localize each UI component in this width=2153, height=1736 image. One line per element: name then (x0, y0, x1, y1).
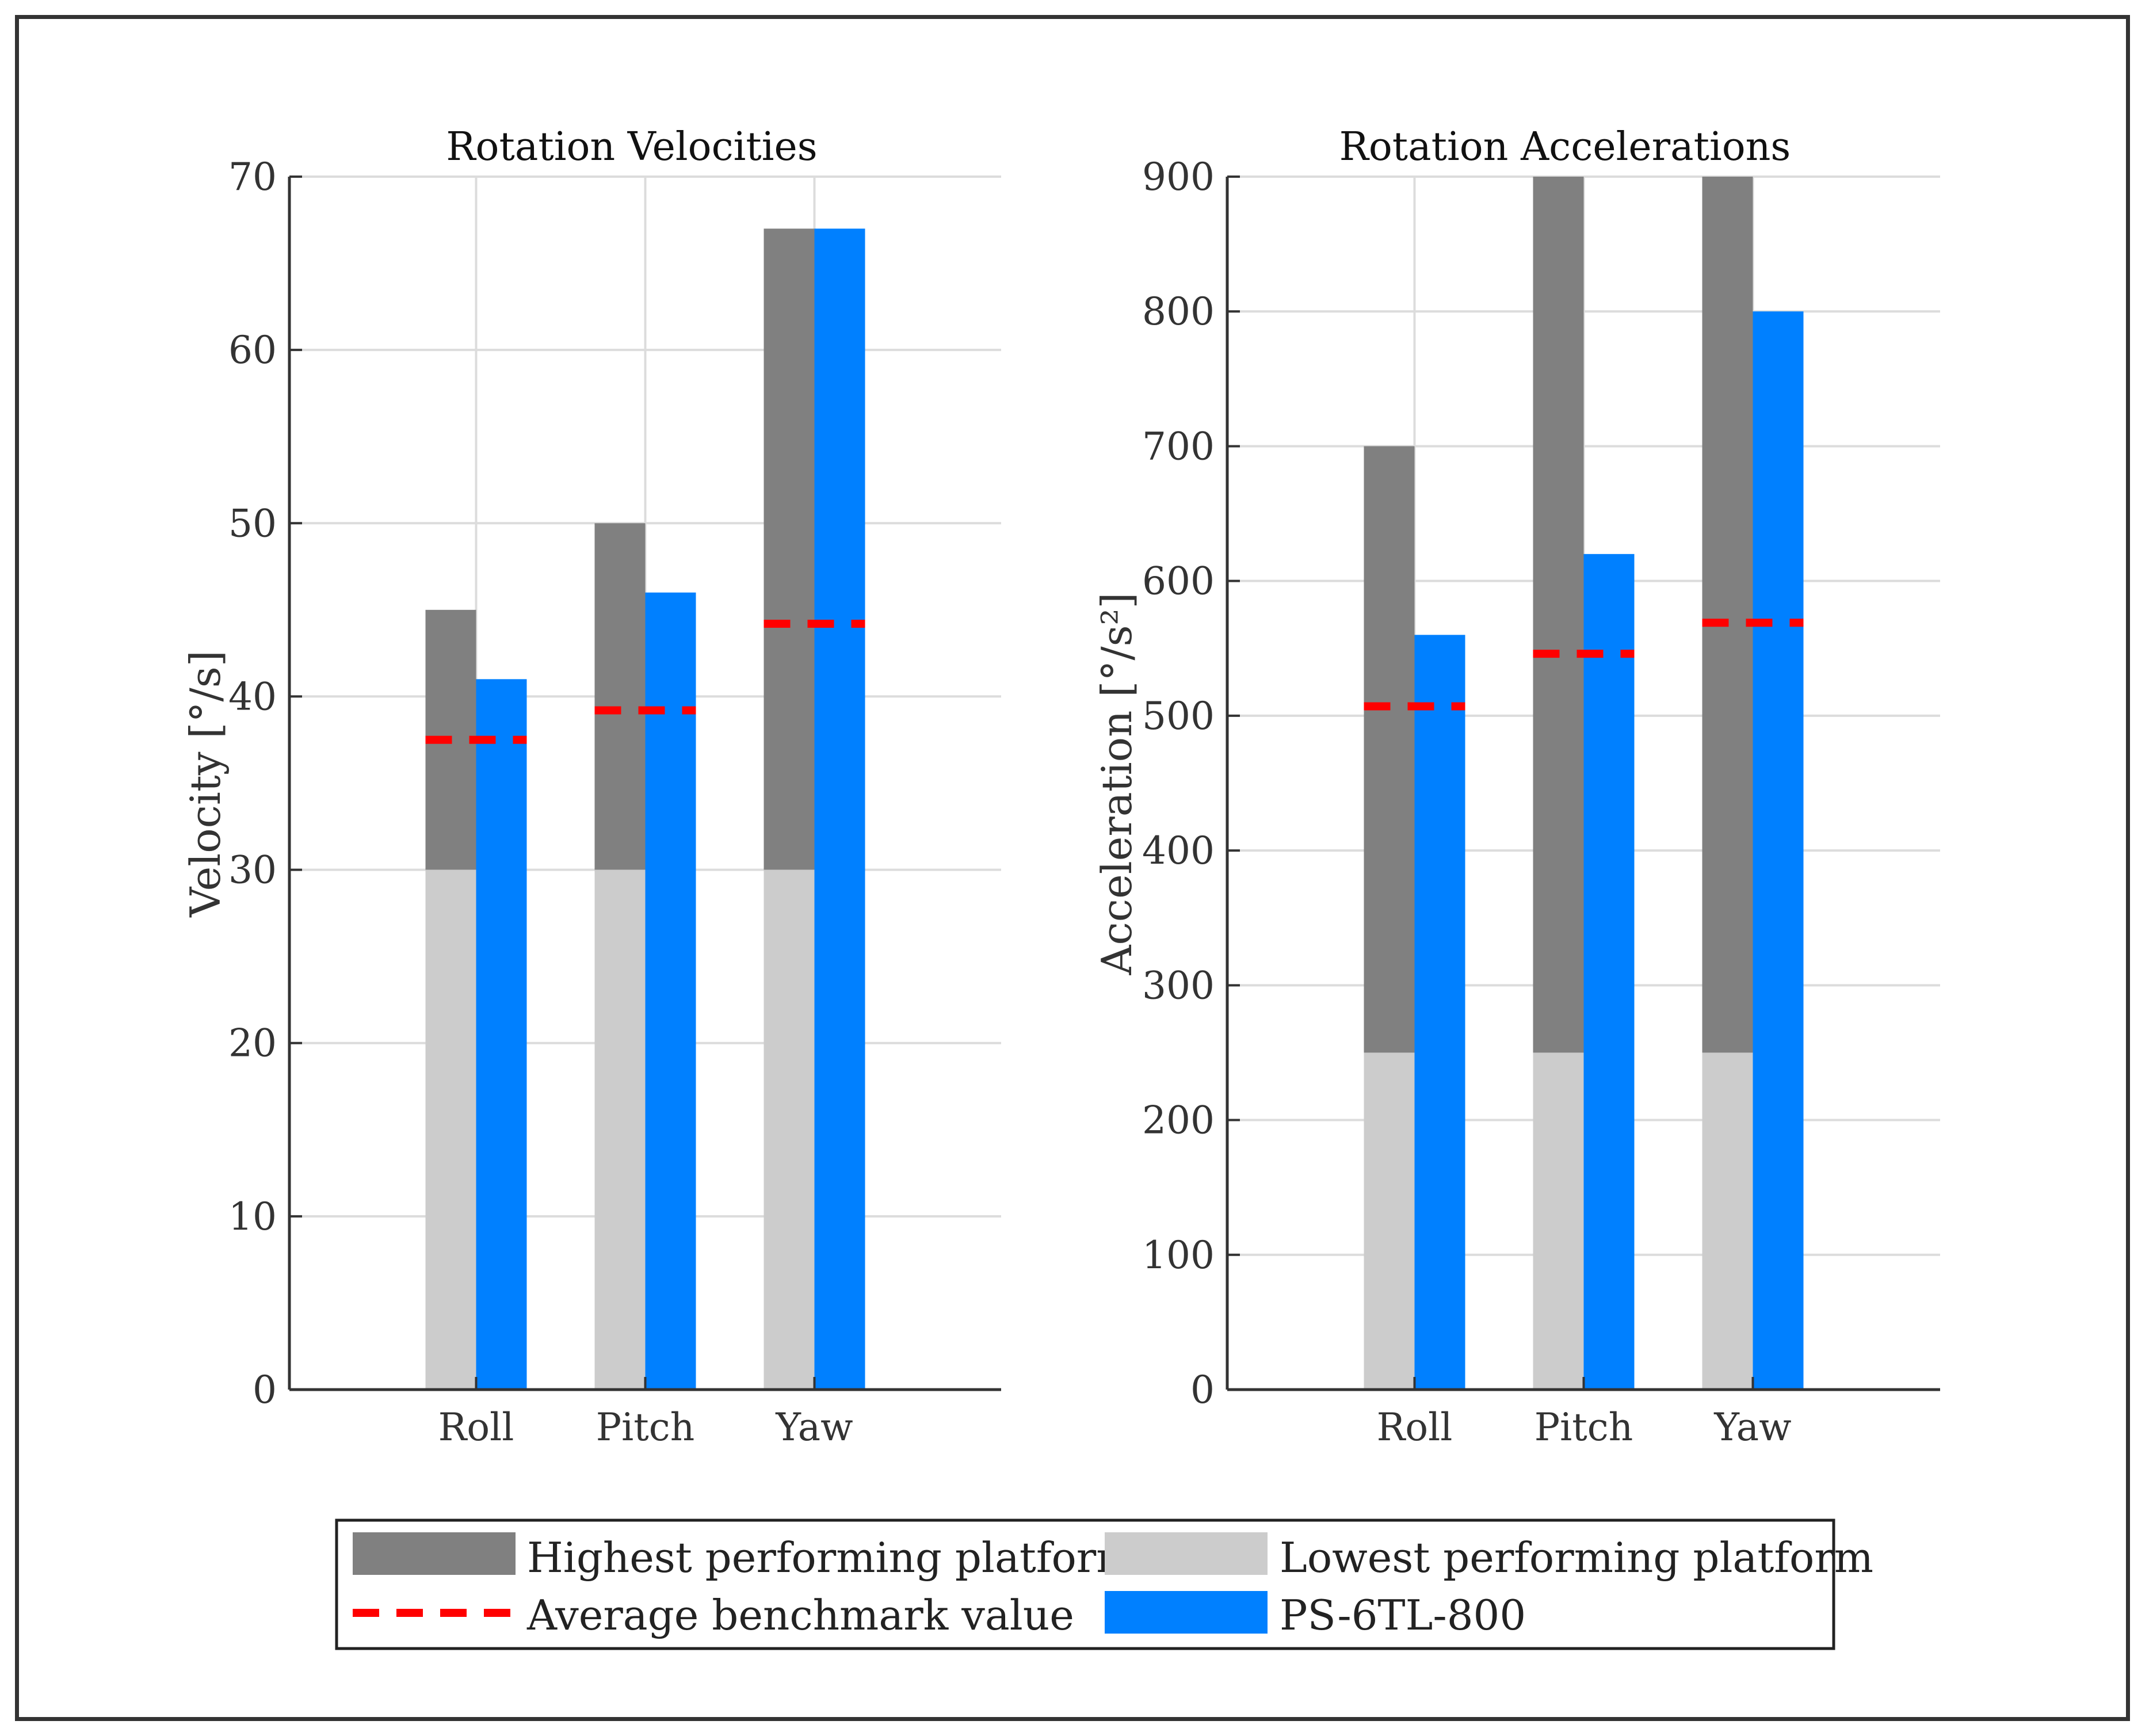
acceleration-ytick-label: 400 (1142, 829, 1215, 873)
acceleration-ytick-label: 800 (1142, 289, 1215, 334)
velocity-xtick-label: Pitch (596, 1405, 695, 1449)
acceleration-bar-highest-roll (1364, 446, 1415, 1053)
velocity-y-ticks: 0 10 20 30 40 50 60 70 (228, 155, 302, 1412)
velocity-ytick-label: 60 (228, 328, 277, 372)
velocity-y-axis-label: Velocity [°/s] (181, 650, 230, 918)
velocity-bar-ps-pitch (645, 592, 696, 1390)
acceleration-ytick-label: 600 (1142, 559, 1215, 604)
velocity-ytick-label: 10 (228, 1195, 277, 1239)
velocity-xtick-label: Yaw (775, 1405, 853, 1449)
acceleration-x-ticks: Roll Pitch Yaw (1377, 1377, 1792, 1449)
legend-swatch-highest (353, 1532, 516, 1575)
acceleration-xtick-label: Pitch (1534, 1405, 1633, 1449)
acceleration-bar-highest-yaw (1702, 177, 1753, 1053)
acceleration-bar-ps-pitch (1583, 554, 1635, 1390)
velocity-x-ticks: Roll Pitch Yaw (438, 1377, 853, 1449)
legend-label-ps: PS-6TL-800 (1280, 1591, 1526, 1639)
velocity-ytick-label: 40 (228, 674, 277, 719)
velocity-bar-lowest-yaw (764, 869, 815, 1390)
velocity-bar-ps-yaw (814, 228, 865, 1390)
acceleration-bar-ps-roll (1414, 635, 1465, 1390)
velocity-xtick-label: Roll (438, 1405, 514, 1449)
acceleration-bar-lowest-roll (1364, 1052, 1415, 1390)
acceleration-ytick-label: 200 (1142, 1098, 1215, 1143)
velocity-bar-ps-roll (476, 679, 527, 1390)
velocity-chart-title: Rotation Velocities (446, 124, 817, 170)
acceleration-bar-highest-pitch (1533, 177, 1584, 1053)
velocity-bar-highest-pitch (594, 523, 646, 870)
velocity-ytick-label: 70 (228, 155, 277, 199)
acceleration-ytick-label: 300 (1142, 963, 1215, 1008)
velocity-bars (425, 228, 865, 1390)
acceleration-bar-ps-yaw (1753, 311, 1804, 1390)
acceleration-ytick-label: 700 (1142, 424, 1215, 468)
acceleration-ytick-label: 900 (1142, 155, 1215, 199)
velocity-bar-highest-yaw (764, 228, 815, 870)
legend: Highest performing platform Lowest perfo… (335, 1518, 1873, 1650)
velocity-chart: 0 10 20 30 40 50 60 70 Roll Pitch Yaw Rotation Ve… (181, 124, 1001, 1449)
legend-label-average: Average benchmark value (526, 1591, 1074, 1639)
acceleration-chart-title: Rotation Accelerations (1339, 124, 1791, 170)
acceleration-ytick-label: 0 (1190, 1368, 1215, 1412)
acceleration-y-ticks: 0 100 200 300 400 500 600 700 800 900 (1142, 155, 1240, 1412)
acceleration-bar-lowest-yaw (1702, 1052, 1753, 1390)
acceleration-bars (1364, 177, 1804, 1390)
acceleration-xtick-label: Yaw (1713, 1405, 1791, 1449)
velocity-bar-lowest-roll (425, 869, 476, 1390)
acceleration-ytick-label: 100 (1142, 1233, 1215, 1277)
legend-label-lowest: Lowest performing platform (1280, 1533, 1873, 1582)
acceleration-y-axis-label: Acceleration [°/s²] (1093, 592, 1141, 975)
acceleration-bar-lowest-pitch (1533, 1052, 1584, 1390)
velocity-ytick-label: 30 (228, 848, 277, 892)
legend-swatch-ps (1105, 1591, 1268, 1634)
velocity-ytick-label: 0 (253, 1368, 277, 1412)
acceleration-chart: 0 100 200 300 400 500 600 700 800 900 Roll Pitch Ya… (1093, 124, 1940, 1449)
legend-swatch-lowest (1105, 1532, 1268, 1575)
velocity-ytick-label: 50 (228, 501, 277, 545)
legend-label-highest: Highest performing platform (527, 1533, 1136, 1582)
velocity-ytick-label: 20 (228, 1021, 277, 1066)
velocity-bar-lowest-pitch (594, 869, 646, 1390)
legend-box (335, 1518, 1835, 1650)
acceleration-ytick-label: 500 (1142, 694, 1215, 738)
acceleration-xtick-label: Roll (1377, 1405, 1453, 1449)
